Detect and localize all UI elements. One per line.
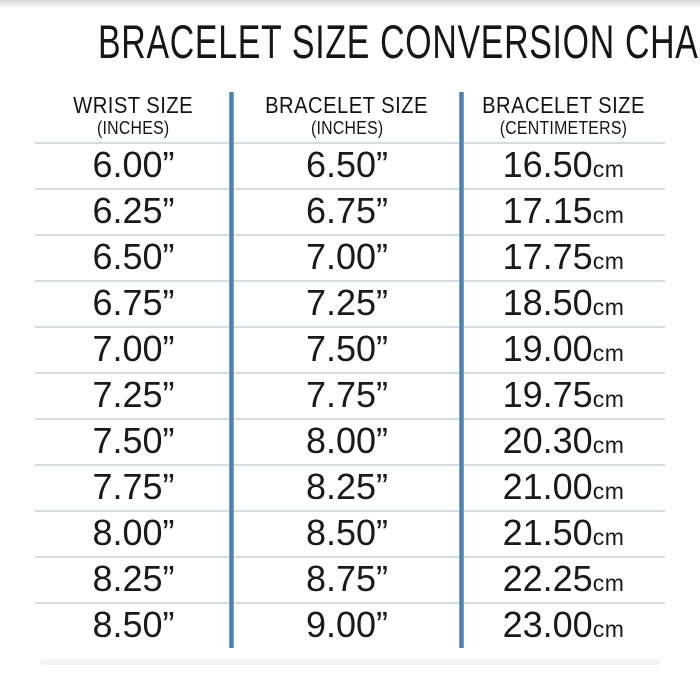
- cm-number: 21.50: [502, 512, 593, 553]
- header-unit: (INCHES): [310, 118, 384, 139]
- table-row: 6.50” 7.00” 17.75 cm: [35, 236, 665, 282]
- bracelet-size-inches-value: 9.00”: [305, 604, 389, 645]
- table-row: 8.25” 8.75” 22.25 cm: [35, 558, 665, 604]
- cm-unit-label: cm: [592, 385, 625, 412]
- bottom-shadow: [40, 659, 660, 665]
- table-row: 7.75” 8.25” 21.00 cm: [35, 466, 665, 512]
- cm-number: 20.30: [502, 420, 593, 461]
- table-row: 7.25” 7.75” 19.75 cm: [35, 374, 665, 420]
- cm-unit-label: cm: [592, 201, 625, 228]
- cm-unit-label: cm: [592, 477, 625, 504]
- cm-number: 17.15: [502, 190, 593, 231]
- cm-unit-label: cm: [592, 615, 625, 642]
- wrist-size-inches-value: 6.50”: [92, 236, 175, 277]
- wrist-size-inches-value: 7.75”: [92, 466, 175, 507]
- bracelet-size-inches-value: 7.00”: [305, 236, 389, 277]
- bracelet-size-inches-value: 8.75”: [305, 558, 389, 599]
- bracelet-size-cm-value: 19.75 cm: [462, 374, 665, 418]
- bracelet-size-inches-value: 7.50”: [305, 328, 389, 369]
- wrist-size-inches-value: 7.25”: [92, 374, 175, 415]
- bracelet-size-cm-value: 23.00 cm: [462, 604, 665, 648]
- table-row: 7.50” 8.00” 20.30 cm: [35, 420, 665, 466]
- bracelet-size-inches-value: 7.25”: [305, 282, 389, 323]
- bracelet-size-cm-value: 21.50 cm: [462, 512, 665, 556]
- cm-number: 21.00: [502, 466, 593, 507]
- header-label: BRACELET SIZE: [265, 92, 429, 118]
- cm-unit-label: cm: [592, 569, 625, 596]
- header-label: WRIST SIZE: [73, 92, 194, 118]
- bracelet-size-inches-value: 7.75”: [305, 374, 389, 415]
- cm-unit-label: cm: [592, 293, 625, 320]
- cm-unit-label: cm: [592, 523, 625, 550]
- cm-unit-label: cm: [592, 155, 625, 182]
- page-title: BRACELET SIZE CONVERSION CHART: [97, 15, 700, 68]
- wrist-size-inches-value: 6.00”: [92, 144, 175, 185]
- column-header-wrist-inches: WRIST SIZE (INCHES): [35, 86, 232, 142]
- size-conversion-table: WRIST SIZE (INCHES) BRACELET SIZE (INCHE…: [35, 86, 665, 648]
- bracelet-size-inches-value: 8.25”: [305, 466, 389, 507]
- cm-number: 18.50: [502, 282, 593, 323]
- header-row: WRIST SIZE (INCHES) BRACELET SIZE (INCHE…: [35, 86, 665, 144]
- table-row: 6.75” 7.25” 18.50 cm: [35, 282, 665, 328]
- bracelet-size-cm-value: 17.75 cm: [462, 236, 665, 280]
- bracelet-size-cm-value: 19.00 cm: [462, 328, 665, 372]
- rows-container: 6.00” 6.50” 16.50 cm 6.25” 6.75” 17.15 cm …: [35, 144, 665, 648]
- table-row: 7.00” 7.50” 19.00 cm: [35, 328, 665, 374]
- column-header-bracelet-centimeters: BRACELET SIZE (CENTIMETERS): [462, 86, 665, 142]
- cm-number: 19.75: [502, 374, 593, 415]
- top-decoration-band: [0, 0, 700, 7]
- bracelet-size-cm-value: 22.25 cm: [462, 558, 665, 602]
- cm-unit-label: cm: [592, 431, 625, 458]
- cm-number: 16.50: [502, 144, 593, 185]
- bracelet-size-cm-value: 18.50 cm: [462, 282, 665, 326]
- bracelet-size-inches-value: 8.00”: [305, 420, 389, 461]
- bracelet-size-inches-value: 6.50”: [305, 144, 389, 185]
- cm-unit-label: cm: [592, 339, 625, 366]
- wrist-size-inches-value: 7.00”: [92, 328, 175, 369]
- wrist-size-inches-value: 6.75”: [92, 282, 175, 323]
- column-divider-1: [229, 92, 234, 648]
- cm-number: 17.75: [502, 236, 593, 277]
- cm-number: 23.00: [502, 604, 593, 645]
- table-row: 6.00” 6.50” 16.50 cm: [35, 144, 665, 190]
- wrist-size-inches-value: 7.50”: [92, 420, 175, 461]
- wrist-size-inches-value: 6.25”: [92, 190, 175, 231]
- cm-unit-label: cm: [592, 247, 625, 274]
- column-divider-2: [459, 92, 464, 648]
- header-unit: (INCHES): [97, 118, 170, 139]
- wrist-size-inches-value: 8.25”: [92, 558, 175, 599]
- bracelet-size-inches-value: 6.75”: [305, 190, 389, 231]
- bracelet-size-cm-value: 21.00 cm: [462, 466, 665, 510]
- table-row: 6.25” 6.75” 17.15 cm: [35, 190, 665, 236]
- bracelet-size-cm-value: 20.30 cm: [462, 420, 665, 464]
- table-row: 8.50” 9.00” 23.00 cm: [35, 604, 665, 648]
- bracelet-size-cm-value: 17.15 cm: [462, 190, 665, 234]
- bracelet-size-inches-value: 8.50”: [305, 512, 389, 553]
- header-label: BRACELET SIZE: [482, 92, 645, 118]
- bracelet-size-cm-value: 16.50 cm: [462, 144, 665, 188]
- header-unit: (CENTIMETERS): [499, 118, 628, 139]
- wrist-size-inches-value: 8.50”: [92, 604, 175, 645]
- table-row: 8.00” 8.50” 21.50 cm: [35, 512, 665, 558]
- column-header-bracelet-inches: BRACELET SIZE (INCHES): [232, 86, 462, 142]
- cm-number: 22.25: [502, 558, 593, 599]
- cm-number: 19.00: [502, 328, 593, 369]
- wrist-size-inches-value: 8.00”: [92, 512, 175, 553]
